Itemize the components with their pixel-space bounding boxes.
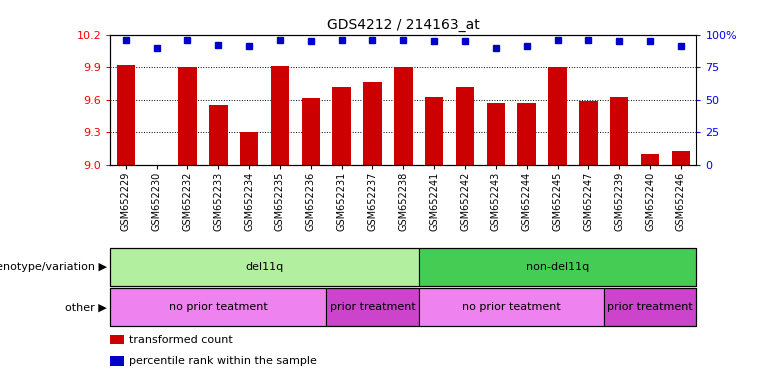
Text: prior treatment: prior treatment — [607, 302, 693, 312]
Bar — [178, 67, 196, 165]
Bar — [456, 87, 474, 165]
Text: genotype/variation ▶: genotype/variation ▶ — [0, 262, 107, 272]
Text: prior treatment: prior treatment — [330, 302, 416, 312]
Text: no prior teatment: no prior teatment — [169, 302, 268, 312]
Bar — [548, 67, 567, 165]
Bar — [641, 154, 659, 165]
Bar — [394, 67, 412, 165]
Bar — [209, 105, 228, 165]
Bar — [240, 132, 259, 165]
Bar — [301, 98, 320, 165]
Text: other ▶: other ▶ — [65, 302, 107, 312]
Bar — [672, 151, 690, 165]
Text: transformed count: transformed count — [129, 335, 233, 345]
Text: del11q: del11q — [246, 262, 284, 272]
Bar — [425, 97, 444, 165]
Bar — [579, 101, 597, 165]
Bar — [333, 87, 351, 165]
Bar — [363, 83, 382, 165]
Bar — [517, 103, 536, 165]
Text: percentile rank within the sample: percentile rank within the sample — [129, 356, 317, 366]
Text: non-del11q: non-del11q — [526, 262, 589, 272]
Text: no prior teatment: no prior teatment — [462, 302, 561, 312]
Title: GDS4212 / 214163_at: GDS4212 / 214163_at — [327, 18, 479, 32]
Bar — [116, 65, 135, 165]
Bar — [486, 103, 505, 165]
Bar — [271, 66, 289, 165]
Bar — [610, 97, 629, 165]
